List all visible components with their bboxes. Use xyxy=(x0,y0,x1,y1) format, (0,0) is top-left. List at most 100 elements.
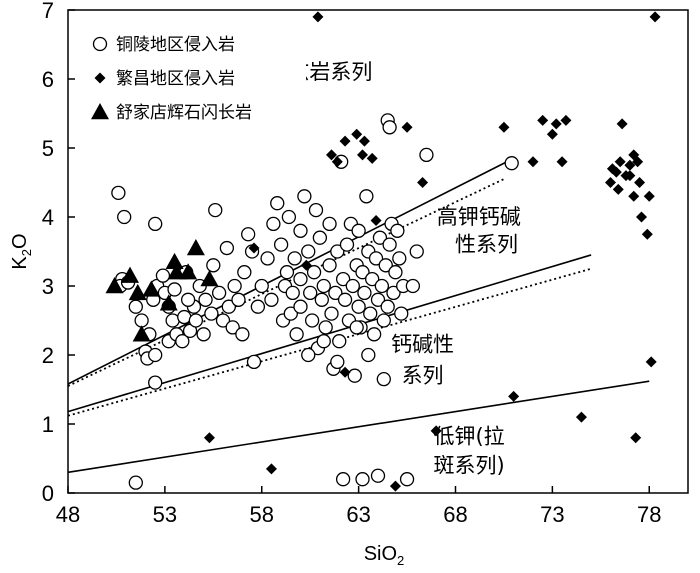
point-filled-diamond-35 xyxy=(636,211,647,223)
y-tick-label: 4 xyxy=(42,205,54,230)
point-open-circle-36 xyxy=(208,202,223,218)
legend-label-3: 舒家店辉石闪长岩 xyxy=(116,103,252,123)
point-filled-triangle-1 xyxy=(105,277,124,294)
y-axis-title-main: K xyxy=(9,256,31,270)
point-filled-diamond-46 xyxy=(624,170,636,182)
point-filled-triangle-7 xyxy=(167,263,186,280)
point-open-circle-125 xyxy=(316,334,331,349)
point-open-circle-94 xyxy=(357,285,372,301)
point-open-circle-132 xyxy=(241,227,256,242)
point-open-circle-59 xyxy=(285,285,300,301)
x-tick-label: 73 xyxy=(540,502,564,527)
point-open-circle-20 xyxy=(165,313,180,328)
point-open-circle-128 xyxy=(322,216,337,232)
point-open-circle-53 xyxy=(273,237,289,252)
point-filled-diamond-6 xyxy=(357,149,368,161)
point-open-circle-30 xyxy=(180,292,196,307)
point-open-circle-79 xyxy=(330,244,345,259)
point-filled-diamond-34 xyxy=(628,190,640,202)
point-filled-diamond-9 xyxy=(401,121,413,133)
point-open-circle-119 xyxy=(370,468,386,483)
point-filled-diamond-7 xyxy=(358,135,370,147)
point-open-circle-42 xyxy=(231,292,246,307)
point-open-circle-106 xyxy=(380,299,395,314)
point-open-circle-57 xyxy=(281,209,297,225)
point-open-circle-50 xyxy=(264,292,279,307)
boundary-line-solid-5 xyxy=(67,380,650,474)
x-tick-label: 78 xyxy=(637,502,661,527)
point-open-circle-8 xyxy=(134,313,149,328)
y-axis-title-tail: O xyxy=(9,233,31,249)
point-open-circle-25 xyxy=(177,309,192,325)
y-tick-label: 7 xyxy=(42,0,54,23)
point-filled-diamond-42 xyxy=(265,463,277,475)
point-open-circle-33 xyxy=(198,292,213,307)
point-open-circle-60 xyxy=(287,251,302,266)
point-open-circle-24 xyxy=(175,334,190,349)
point-open-circle-113 xyxy=(394,306,409,321)
point-open-circle-47 xyxy=(250,299,266,314)
point-open-circle-123 xyxy=(330,354,345,370)
point-open-circle-69 xyxy=(308,202,324,218)
x-tick-label: 68 xyxy=(443,502,467,527)
point-open-circle-40 xyxy=(227,278,242,294)
point-open-circle-112 xyxy=(392,251,407,266)
point-open-circle-17 xyxy=(155,268,171,283)
point-open-circle-87 xyxy=(345,278,360,294)
series-label-2: 高钾钙碱 xyxy=(437,205,521,229)
point-open-circle-98 xyxy=(365,271,380,287)
point-open-circle-117 xyxy=(419,147,434,163)
point-open-circle-61 xyxy=(289,327,304,342)
point-filled-diamond-21 xyxy=(556,156,568,168)
point-open-circle-46 xyxy=(246,354,262,370)
y-tick-label: 2 xyxy=(42,343,54,368)
point-open-circle-116 xyxy=(382,120,397,135)
series-label-4: 钙碱性 xyxy=(391,333,454,357)
y-axis-title: K2O xyxy=(9,233,34,269)
point-filled-diamond-10 xyxy=(417,177,429,188)
point-open-circle-110 xyxy=(388,265,403,280)
point-open-circle-41 xyxy=(225,320,240,335)
point-open-circle-13 xyxy=(148,375,163,390)
point-open-circle-91 xyxy=(351,223,366,238)
plot-frame xyxy=(67,9,689,494)
point-filled-diamond-27 xyxy=(614,156,626,168)
point-filled-diamond-8 xyxy=(366,152,378,164)
point-filled-diamond-12 xyxy=(300,259,312,271)
point-filled-diamond-15 xyxy=(498,121,510,133)
point-open-circle-129 xyxy=(293,223,308,238)
y-tick-label: 0 xyxy=(42,481,54,506)
point-open-circle-68 xyxy=(306,265,322,280)
point-filled-diamond-26 xyxy=(610,166,622,178)
point-filled-diamond-13 xyxy=(248,242,260,254)
point-open-circle-82 xyxy=(335,271,351,287)
point-open-circle-12 xyxy=(148,347,163,363)
x-tick-label: 53 xyxy=(153,502,177,527)
point-open-circle-3 xyxy=(117,209,132,225)
point-open-circle-80 xyxy=(332,334,347,349)
point-open-circle-1 xyxy=(128,475,143,490)
point-open-circle-118 xyxy=(335,472,351,487)
point-filled-diamond-39 xyxy=(630,432,642,444)
point-filled-diamond-36 xyxy=(643,190,655,202)
point-open-circle-75 xyxy=(322,258,337,273)
point-open-circle-101 xyxy=(370,292,386,307)
x-axis-title-sub: 2 xyxy=(397,553,404,568)
point-open-circle-44 xyxy=(235,327,250,342)
point-open-circle-120 xyxy=(399,472,415,487)
point-filled-diamond-38 xyxy=(645,356,657,368)
x-axis-title: SiO2 xyxy=(364,543,405,568)
point-filled-diamond-33 xyxy=(634,177,646,188)
y-axis-ticks: 0 1 2 3 4 5 6 7 xyxy=(42,0,75,506)
series-label-3: 性系列 xyxy=(455,233,518,257)
x-tick-label: 63 xyxy=(346,502,370,527)
point-open-circle-121 xyxy=(355,472,370,487)
point-open-circle-133 xyxy=(405,278,421,294)
point-open-circle-71 xyxy=(312,230,328,245)
point-filled-diamond-41 xyxy=(203,432,215,444)
point-filled-diamond-20 xyxy=(550,118,562,130)
point-open-circle-21 xyxy=(167,282,182,297)
point-open-circle-99 xyxy=(366,327,382,342)
